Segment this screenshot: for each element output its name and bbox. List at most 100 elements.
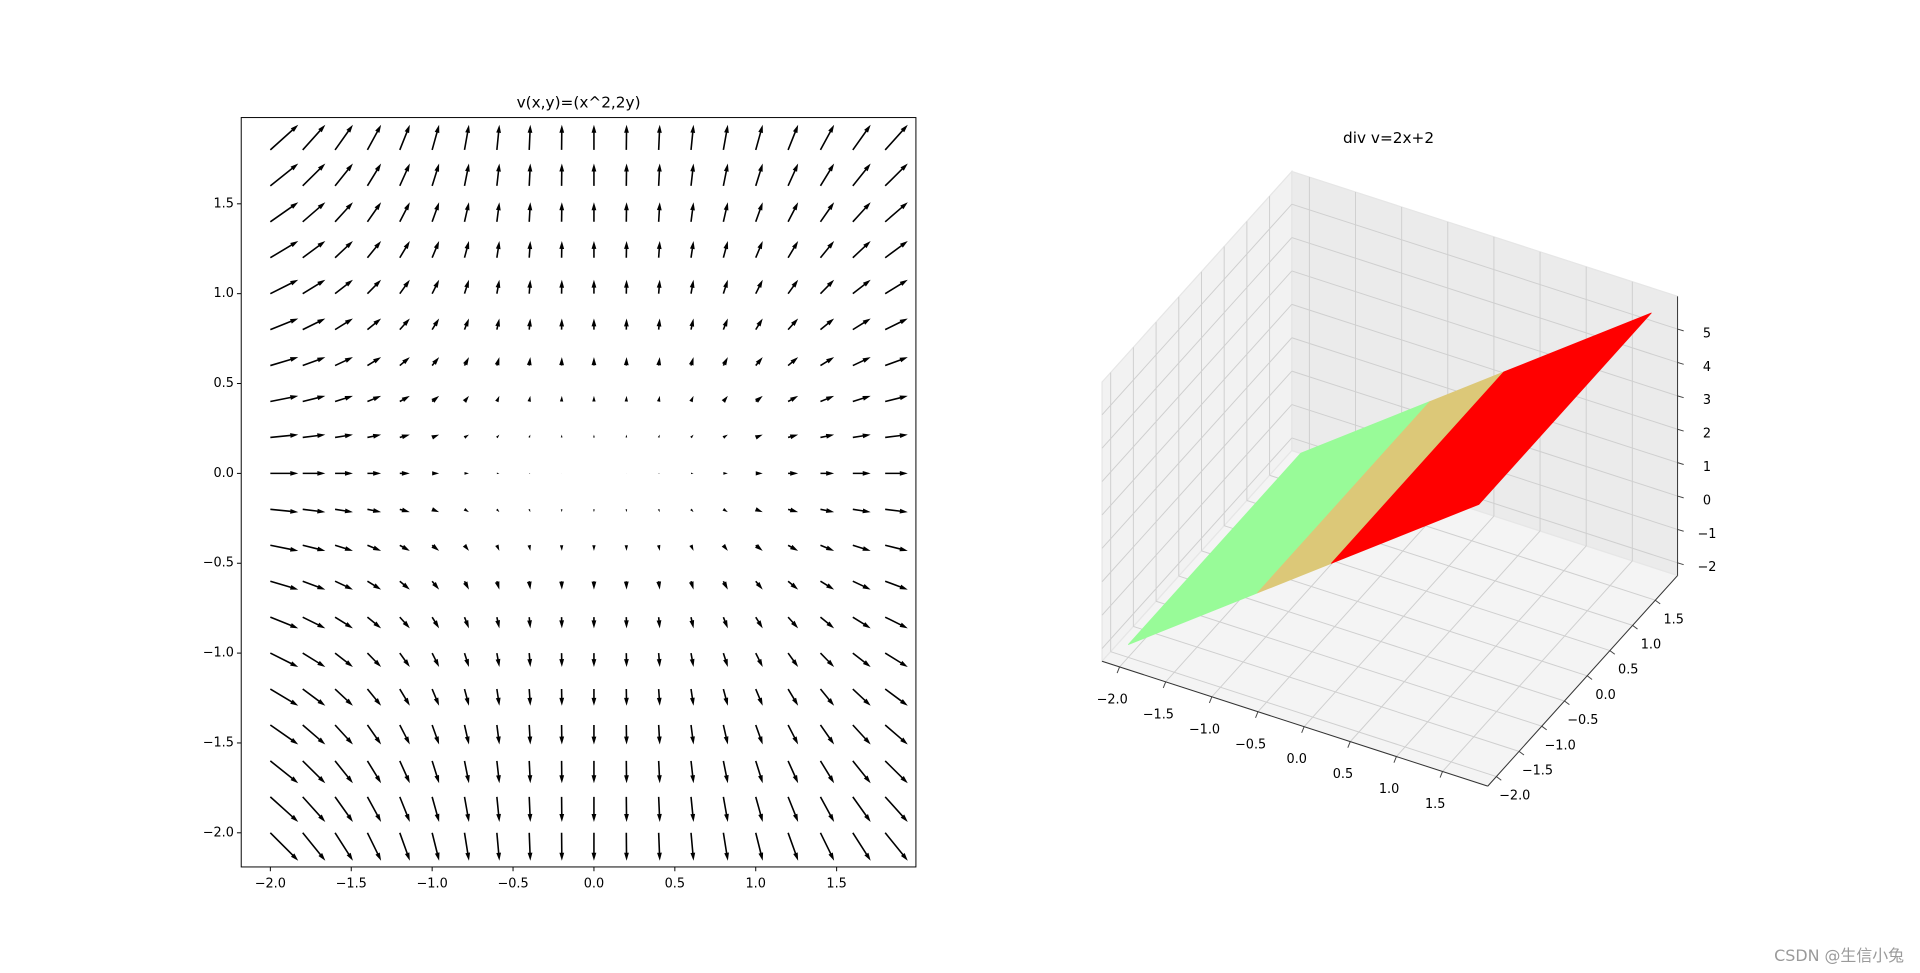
arrow [819,652,835,668]
arrow [302,760,326,784]
arrow [722,124,729,151]
arrow [367,395,382,403]
arrow [495,688,501,706]
arrow [270,433,299,439]
arrow [527,796,533,822]
arrow [690,760,696,784]
z-tick [1677,395,1684,399]
arrow [366,240,382,259]
arrow [754,796,763,822]
arrow [689,395,694,403]
arrow [399,760,410,784]
arrow [366,279,382,295]
arrow [399,724,410,745]
arrow [334,832,353,861]
arrow [656,724,662,745]
y-tick [1586,675,1593,680]
arrow [591,581,597,590]
x-tick-label: −1.5 [336,877,367,892]
arrow [755,652,763,668]
arrow [302,395,326,403]
y-tick-label: −2.0 [1499,789,1530,804]
x-tick-label: 1.0 [1379,782,1399,797]
arrow [819,279,835,295]
arrow [463,318,469,330]
arrow [559,724,565,745]
arrow [690,724,695,745]
arrow [302,318,326,331]
arrow [431,507,440,513]
arrow [689,544,694,551]
arrow [787,357,799,367]
arrow [269,163,299,187]
arrow [787,434,799,440]
x-axis-line [1101,660,1488,787]
x-tick [1347,741,1351,748]
arrow [624,395,628,402]
arrow [852,508,871,514]
arrow [754,832,764,861]
grid-line [1291,270,1678,397]
z-tick [1677,328,1684,332]
arrow [657,760,662,784]
arrow [559,395,564,402]
arrow [463,616,469,629]
arrow [852,652,871,668]
arrow [755,318,763,331]
arrow [302,544,326,552]
arrow [269,688,299,706]
arrow [399,395,410,403]
arrow [657,508,660,513]
arrow [399,796,410,822]
arrow [656,581,662,590]
arrow [852,163,871,187]
arrow [754,124,763,151]
arrow [722,724,729,745]
x-tick-label: −0.5 [1235,737,1266,752]
y-tick-label: −0.5 [203,556,234,571]
arrow [527,544,531,551]
arrow [820,580,835,590]
arrow [820,508,835,513]
arrow [463,760,470,784]
z-tick-label: 1 [1703,460,1711,475]
arrow [885,433,908,439]
arrow [819,760,835,784]
arrow [463,124,470,151]
arrow [689,688,695,706]
arrow [852,688,871,706]
arrow [431,616,440,629]
arrow [722,760,729,784]
y-tick-label: 1.5 [1663,612,1683,627]
arrow [624,724,629,745]
arrow [820,395,835,403]
arrow [754,202,763,223]
x-tick [1162,681,1167,689]
arrow [399,688,410,706]
arrow [334,433,353,439]
arrow [494,580,500,590]
arrow [624,653,629,668]
arrow [787,202,799,223]
arrow [399,357,410,367]
grid-line [1110,651,1497,778]
arrow [690,202,695,222]
arrow [819,724,835,745]
arrow [788,470,799,476]
x-tick-label: 0.0 [1287,752,1307,767]
arrow [302,724,326,745]
arrow [721,357,728,366]
arrow [399,544,410,551]
watermark: CSDN @生信小兔 [1774,946,1904,965]
arrow [334,508,353,514]
arrow [591,796,597,822]
arrow [495,616,500,629]
arrow [334,724,353,745]
arrow [302,240,326,259]
y-tick [1609,650,1616,655]
z-tick [1677,462,1684,465]
arrow [852,124,871,151]
arrow [852,318,871,331]
arrow [787,507,799,513]
arrow [302,580,326,590]
